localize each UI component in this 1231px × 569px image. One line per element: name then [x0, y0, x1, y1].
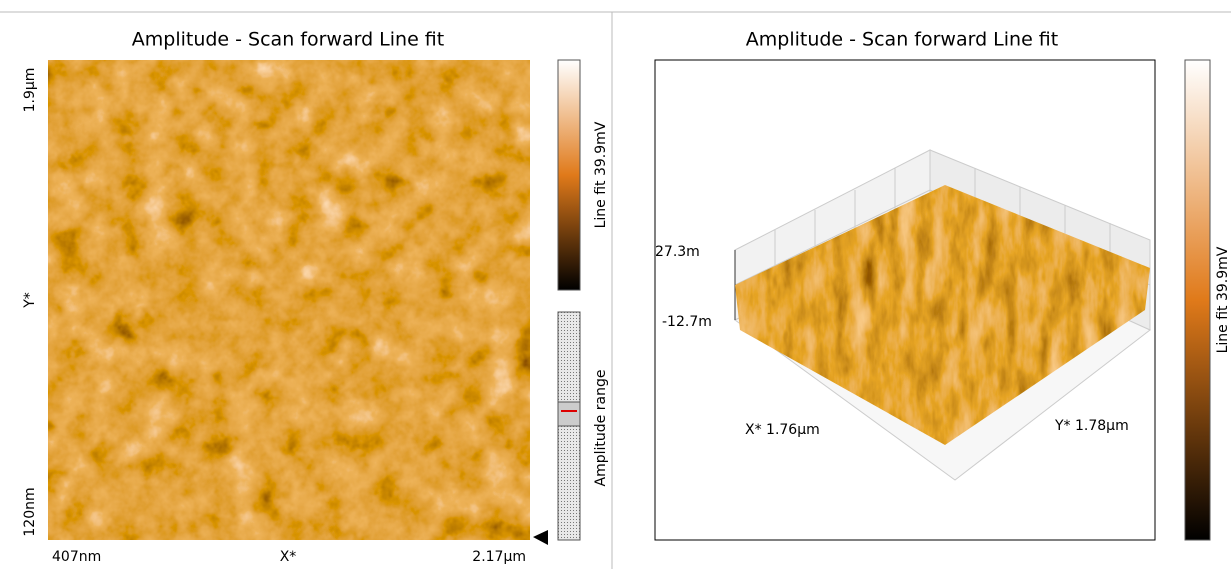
x-axis-label: X*	[280, 549, 297, 565]
panel-title: Amplitude - Scan forward Line fit	[746, 29, 1058, 51]
panel-title: Amplitude - Scan forward Line fit	[132, 29, 444, 51]
range-thumb[interactable]	[557, 401, 581, 427]
y-top-label: 1.9µm	[22, 68, 38, 113]
y-bottom-label: 120nm	[22, 487, 38, 536]
colorbar	[557, 59, 581, 291]
range-label: Amplitude range	[593, 370, 609, 487]
cursor-arrow[interactable]	[533, 530, 548, 545]
x-left-label: 407nm	[52, 549, 101, 565]
colorbar-label: Line fit 39.9mV	[1215, 246, 1231, 353]
amplitude-image	[48, 60, 530, 540]
x-axis-label: X* 1.76µm	[745, 422, 820, 438]
y-axis-label: Y*	[22, 292, 38, 309]
z-bottom-label: -12.7m	[662, 314, 712, 330]
x-right-label: 2.17µm	[472, 549, 526, 565]
y-axis-label: Y* 1.78µm	[1054, 418, 1129, 434]
colorbar-label: Line fit 39.9mV	[593, 121, 609, 228]
z-top-label: 27.3m	[655, 244, 700, 260]
colorbar	[1184, 59, 1211, 541]
